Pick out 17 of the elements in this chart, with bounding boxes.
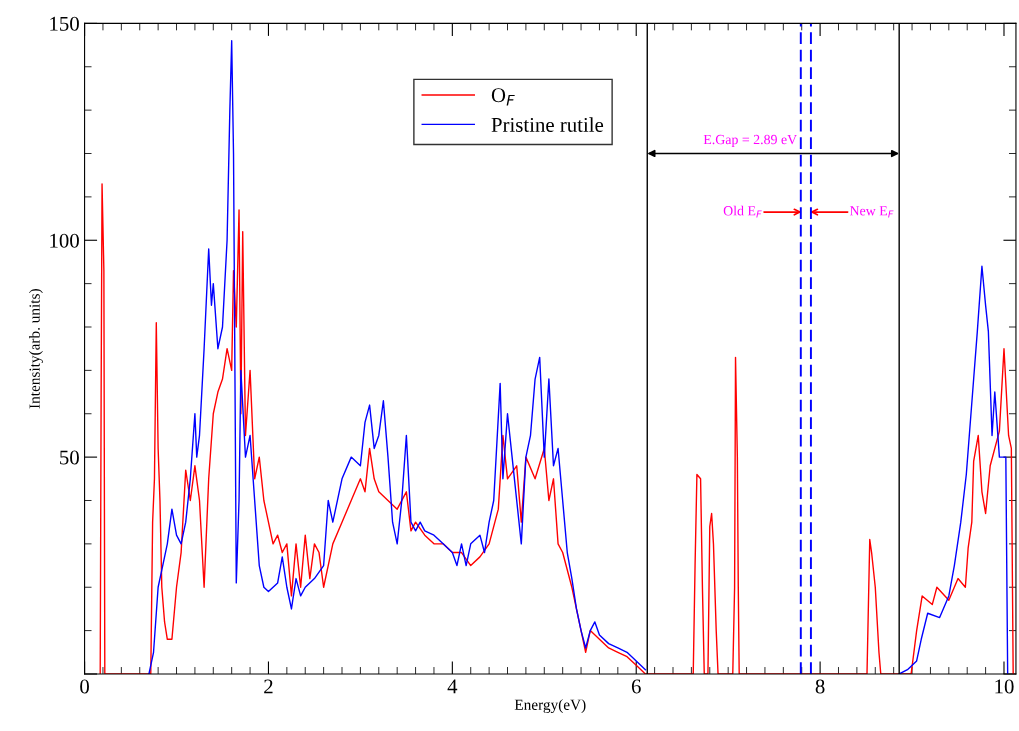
x-tick-label: 8 [815, 679, 825, 694]
x-tick-label: 0 [80, 679, 89, 694]
x-tick-label: 4 [447, 679, 458, 694]
x-axis-title: Energy(eV) [514, 699, 586, 714]
annotation: New E$_{F}$ [849, 206, 894, 218]
legend-label: O$_{F}$ [491, 88, 515, 106]
y-axis-title: Intensity(arb. units) [29, 289, 43, 409]
y-tick-label: 100 [50, 233, 79, 248]
annotation: E.Gap = 2.89 eV [703, 134, 797, 147]
y-tick-label: 50 [60, 450, 79, 465]
y-tick-label: 150 [50, 16, 79, 31]
x-tick-label: 2 [264, 679, 273, 694]
legend-label: Pristine rutile [491, 117, 604, 132]
x-tick-label: 6 [631, 679, 641, 694]
line-series [99, 183, 1014, 674]
annotation: Old E$_{F}$ [723, 205, 762, 218]
x-tick-label: 10 [995, 679, 1014, 694]
